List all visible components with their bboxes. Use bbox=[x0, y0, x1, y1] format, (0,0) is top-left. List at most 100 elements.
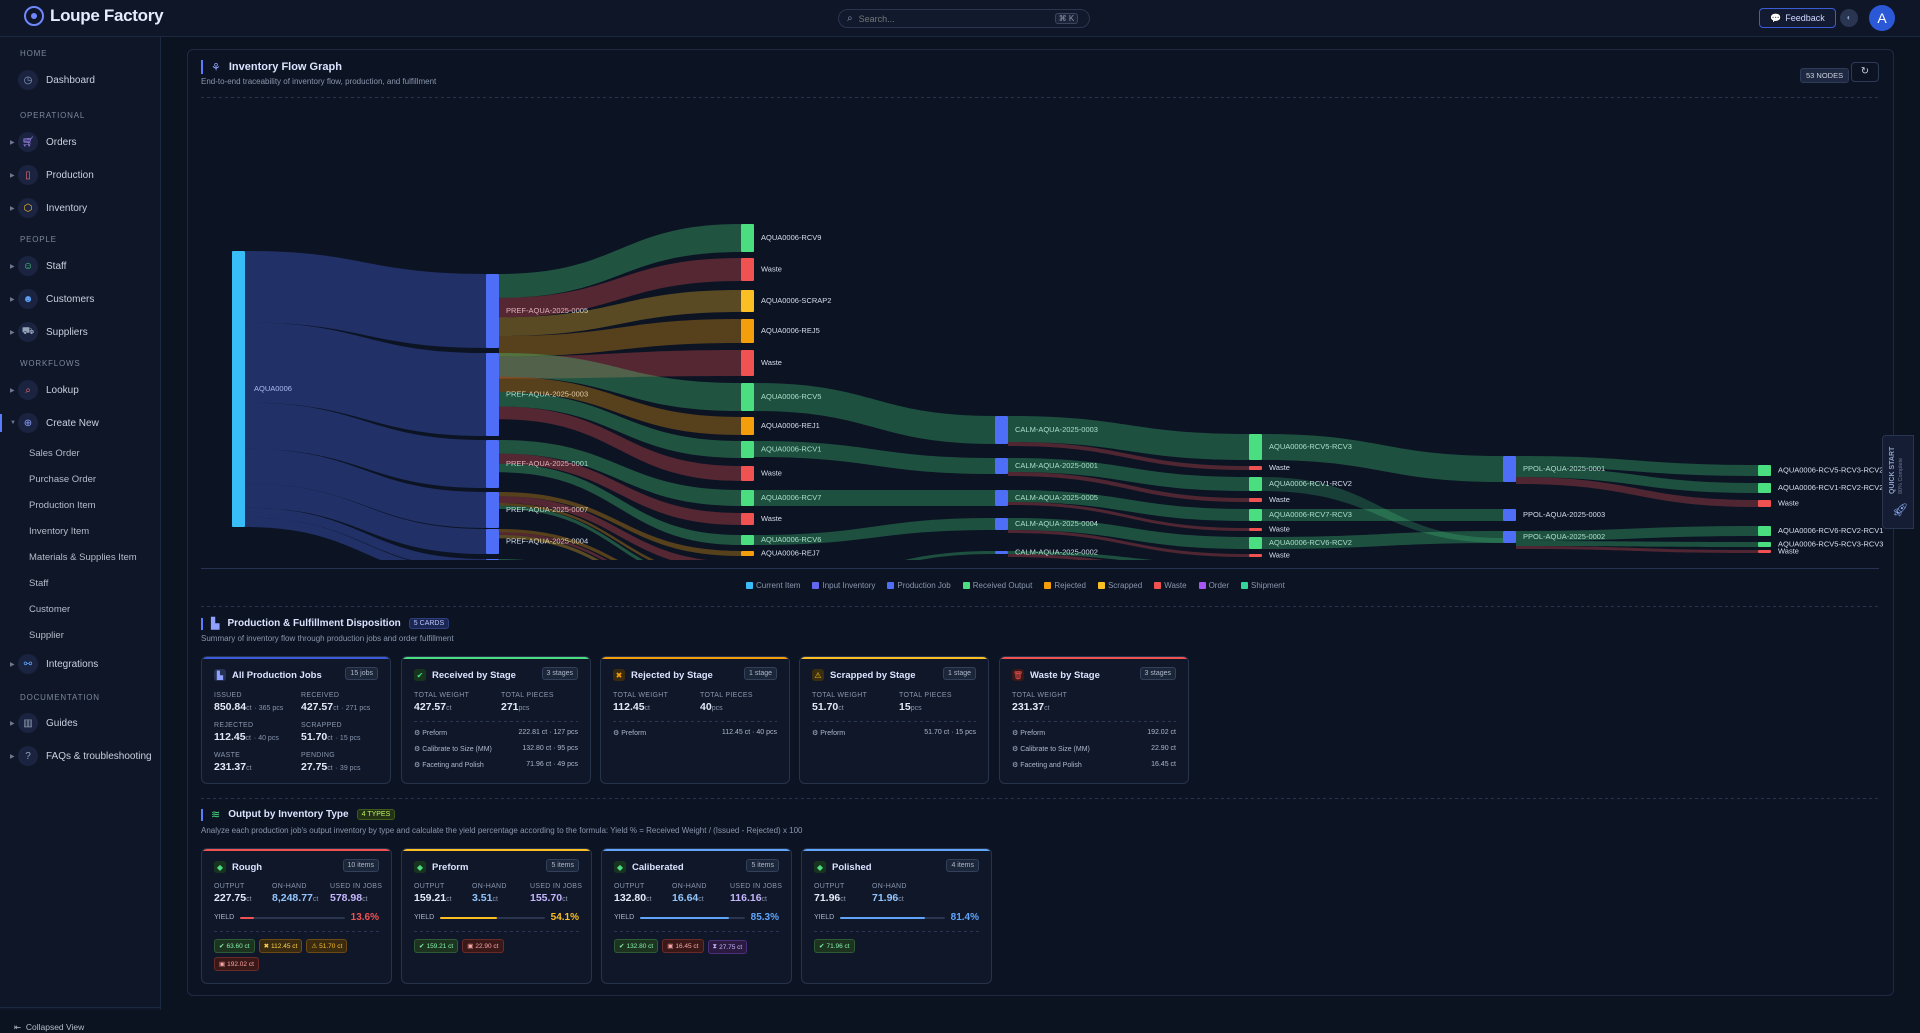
flow-link[interactable] bbox=[1008, 490, 1249, 521]
flow-node[interactable] bbox=[741, 319, 754, 343]
flow-node[interactable] bbox=[1503, 509, 1516, 521]
flow-link[interactable] bbox=[499, 406, 741, 481]
flow-node[interactable] bbox=[1249, 466, 1262, 470]
flow-link[interactable] bbox=[245, 448, 486, 528]
search-input[interactable] bbox=[858, 13, 1049, 24]
scrapped-by-stage-card[interactable]: ⚠ Scrapped by Stage 1 stage TOTAL WEIGHT 5… bbox=[799, 656, 989, 784]
output-card-polished[interactable]: ◆ Polished 4 items OUTPUT 71.96ct ON-HAND 71.9… bbox=[801, 848, 992, 984]
flow-link[interactable] bbox=[499, 505, 741, 560]
flow-link[interactable] bbox=[499, 496, 741, 560]
all-production-jobs-card[interactable]: ▙ All Production Jobs 15 jobs ISSUED 850.8… bbox=[201, 656, 391, 784]
legend-item[interactable]: Waste bbox=[1154, 581, 1187, 590]
flow-node[interactable] bbox=[741, 224, 754, 252]
flow-link[interactable] bbox=[499, 290, 741, 337]
sidebar-item-integrations[interactable]: ▶ ⚯ Integrations bbox=[0, 653, 161, 675]
flow-node[interactable] bbox=[1758, 550, 1771, 553]
collapse-button[interactable]: ⇤ Collapsed View bbox=[14, 1022, 84, 1033]
flow-link[interactable] bbox=[499, 224, 741, 298]
sidebar-subitem-materials-supplies[interactable]: Materials & Supplies Item bbox=[29, 552, 137, 563]
output-card-caliberated[interactable]: ◆ Caliberated 5 items OUTPUT 132.80ct ON-HAND… bbox=[601, 848, 792, 984]
flow-link[interactable] bbox=[499, 503, 741, 560]
flow-node[interactable] bbox=[741, 490, 754, 506]
flow-link[interactable] bbox=[754, 518, 995, 545]
flow-node[interactable] bbox=[741, 350, 754, 376]
flow-link[interactable] bbox=[1516, 546, 1758, 553]
flow-link[interactable] bbox=[1008, 502, 1249, 531]
flow-node[interactable] bbox=[741, 513, 754, 525]
flow-node[interactable] bbox=[995, 416, 1008, 444]
sidebar-item-production[interactable]: ▶ ▯ Production bbox=[0, 164, 161, 186]
flow-node[interactable] bbox=[1249, 528, 1262, 531]
flow-link[interactable] bbox=[1262, 477, 1503, 543]
flow-node[interactable] bbox=[486, 353, 499, 436]
flow-link[interactable] bbox=[245, 251, 486, 348]
flow-node[interactable] bbox=[1249, 498, 1262, 502]
flow-node[interactable] bbox=[486, 440, 499, 488]
flow-link[interactable] bbox=[1008, 530, 1249, 557]
flow-link[interactable] bbox=[1008, 458, 1249, 491]
legend-item[interactable]: Production Job bbox=[887, 581, 951, 590]
sidebar-subitem-inventory-item[interactable]: Inventory Item bbox=[29, 526, 90, 537]
flow-node[interactable] bbox=[1758, 542, 1771, 547]
legend-item[interactable]: Scrapped bbox=[1097, 581, 1142, 590]
flow-link[interactable] bbox=[1516, 526, 1758, 541]
flow-link[interactable] bbox=[1008, 472, 1249, 502]
sidebar-subitem-customer[interactable]: Customer bbox=[29, 604, 71, 615]
legend-item[interactable]: Received Output bbox=[962, 581, 1032, 590]
flow-node[interactable] bbox=[1249, 537, 1262, 549]
legend-item[interactable]: Input Inventory bbox=[812, 581, 875, 590]
received-by-stage-card[interactable]: ✔ Received by Stage 3 stages TOTAL WEIGHT… bbox=[401, 656, 591, 784]
theme-toggle-icon[interactable]: ◐ bbox=[1840, 9, 1858, 27]
sidebar-item-staff[interactable]: ▶ ☺ Staff bbox=[0, 255, 161, 277]
flow-link[interactable] bbox=[499, 463, 741, 545]
flow-node[interactable] bbox=[1249, 509, 1262, 521]
sidebar-item-guides[interactable]: ▶ ▥ Guides bbox=[0, 712, 161, 734]
sidebar-item-orders[interactable]: ▶ 🛒︎ Orders bbox=[0, 131, 161, 153]
flow-node[interactable] bbox=[741, 551, 754, 556]
rejected-by-stage-card[interactable]: ✖ Rejected by Stage 1 stage TOTAL WEIGHT 1… bbox=[600, 656, 790, 784]
flow-node[interactable] bbox=[1758, 500, 1771, 507]
flow-link[interactable] bbox=[1008, 554, 1249, 560]
flow-link[interactable] bbox=[499, 492, 741, 556]
flow-link[interactable] bbox=[245, 402, 486, 488]
flow-link[interactable] bbox=[245, 483, 486, 554]
flow-link[interactable] bbox=[1516, 541, 1758, 547]
sidebar-item-create-new[interactable]: ▼ ⊕ Create New bbox=[0, 412, 161, 434]
search-box[interactable]: ⌕ ⌘ K bbox=[838, 9, 1090, 28]
flow-link[interactable] bbox=[499, 440, 741, 506]
flow-link[interactable] bbox=[499, 376, 741, 435]
flow-link[interactable] bbox=[499, 392, 741, 458]
flow-node[interactable] bbox=[486, 559, 499, 560]
sidebar-item-faqs[interactable]: ▶ ? FAQs & troubleshooting bbox=[0, 745, 161, 767]
flow-link[interactable] bbox=[499, 559, 741, 560]
flow-node[interactable] bbox=[1249, 477, 1262, 491]
flow-node[interactable] bbox=[741, 466, 754, 481]
flow-link[interactable] bbox=[499, 319, 741, 357]
legend-item[interactable]: Shipment bbox=[1241, 581, 1285, 590]
flow-node[interactable] bbox=[486, 492, 499, 528]
flow-node[interactable] bbox=[741, 441, 754, 458]
flow-node[interactable] bbox=[1758, 465, 1771, 476]
output-card-preform[interactable]: ◆ Preform 5 items OUTPUT 159.21ct ON-HAND 3.51… bbox=[401, 848, 592, 984]
flow-node[interactable] bbox=[486, 274, 499, 348]
flow-link[interactable] bbox=[1262, 531, 1503, 549]
flow-node[interactable] bbox=[1758, 526, 1771, 536]
sidebar-subitem-staff[interactable]: Staff bbox=[29, 578, 49, 589]
flow-link[interactable] bbox=[1008, 518, 1249, 549]
flow-link[interactable] bbox=[1516, 467, 1758, 493]
flow-node[interactable] bbox=[232, 251, 245, 527]
flow-node[interactable] bbox=[741, 417, 754, 435]
flow-link[interactable] bbox=[499, 453, 741, 525]
flow-link[interactable] bbox=[245, 322, 486, 436]
flow-link[interactable] bbox=[245, 507, 486, 560]
flow-link[interactable] bbox=[499, 353, 741, 411]
sidebar-subitem-supplier[interactable]: Supplier bbox=[29, 630, 64, 641]
flow-node[interactable] bbox=[1249, 554, 1262, 557]
refresh-button[interactable]: ↻ bbox=[1851, 62, 1879, 82]
flow-node[interactable] bbox=[995, 490, 1008, 506]
legend-item[interactable]: Current Item bbox=[746, 581, 800, 590]
feedback-button[interactable]: 💬 Feedback bbox=[1759, 8, 1836, 28]
sidebar-item-dashboard[interactable]: ◷ Dashboard bbox=[0, 69, 161, 91]
sidebar-item-inventory[interactable]: ▶ ⬡ Inventory bbox=[0, 197, 161, 219]
legend-item[interactable]: Order bbox=[1198, 581, 1229, 590]
